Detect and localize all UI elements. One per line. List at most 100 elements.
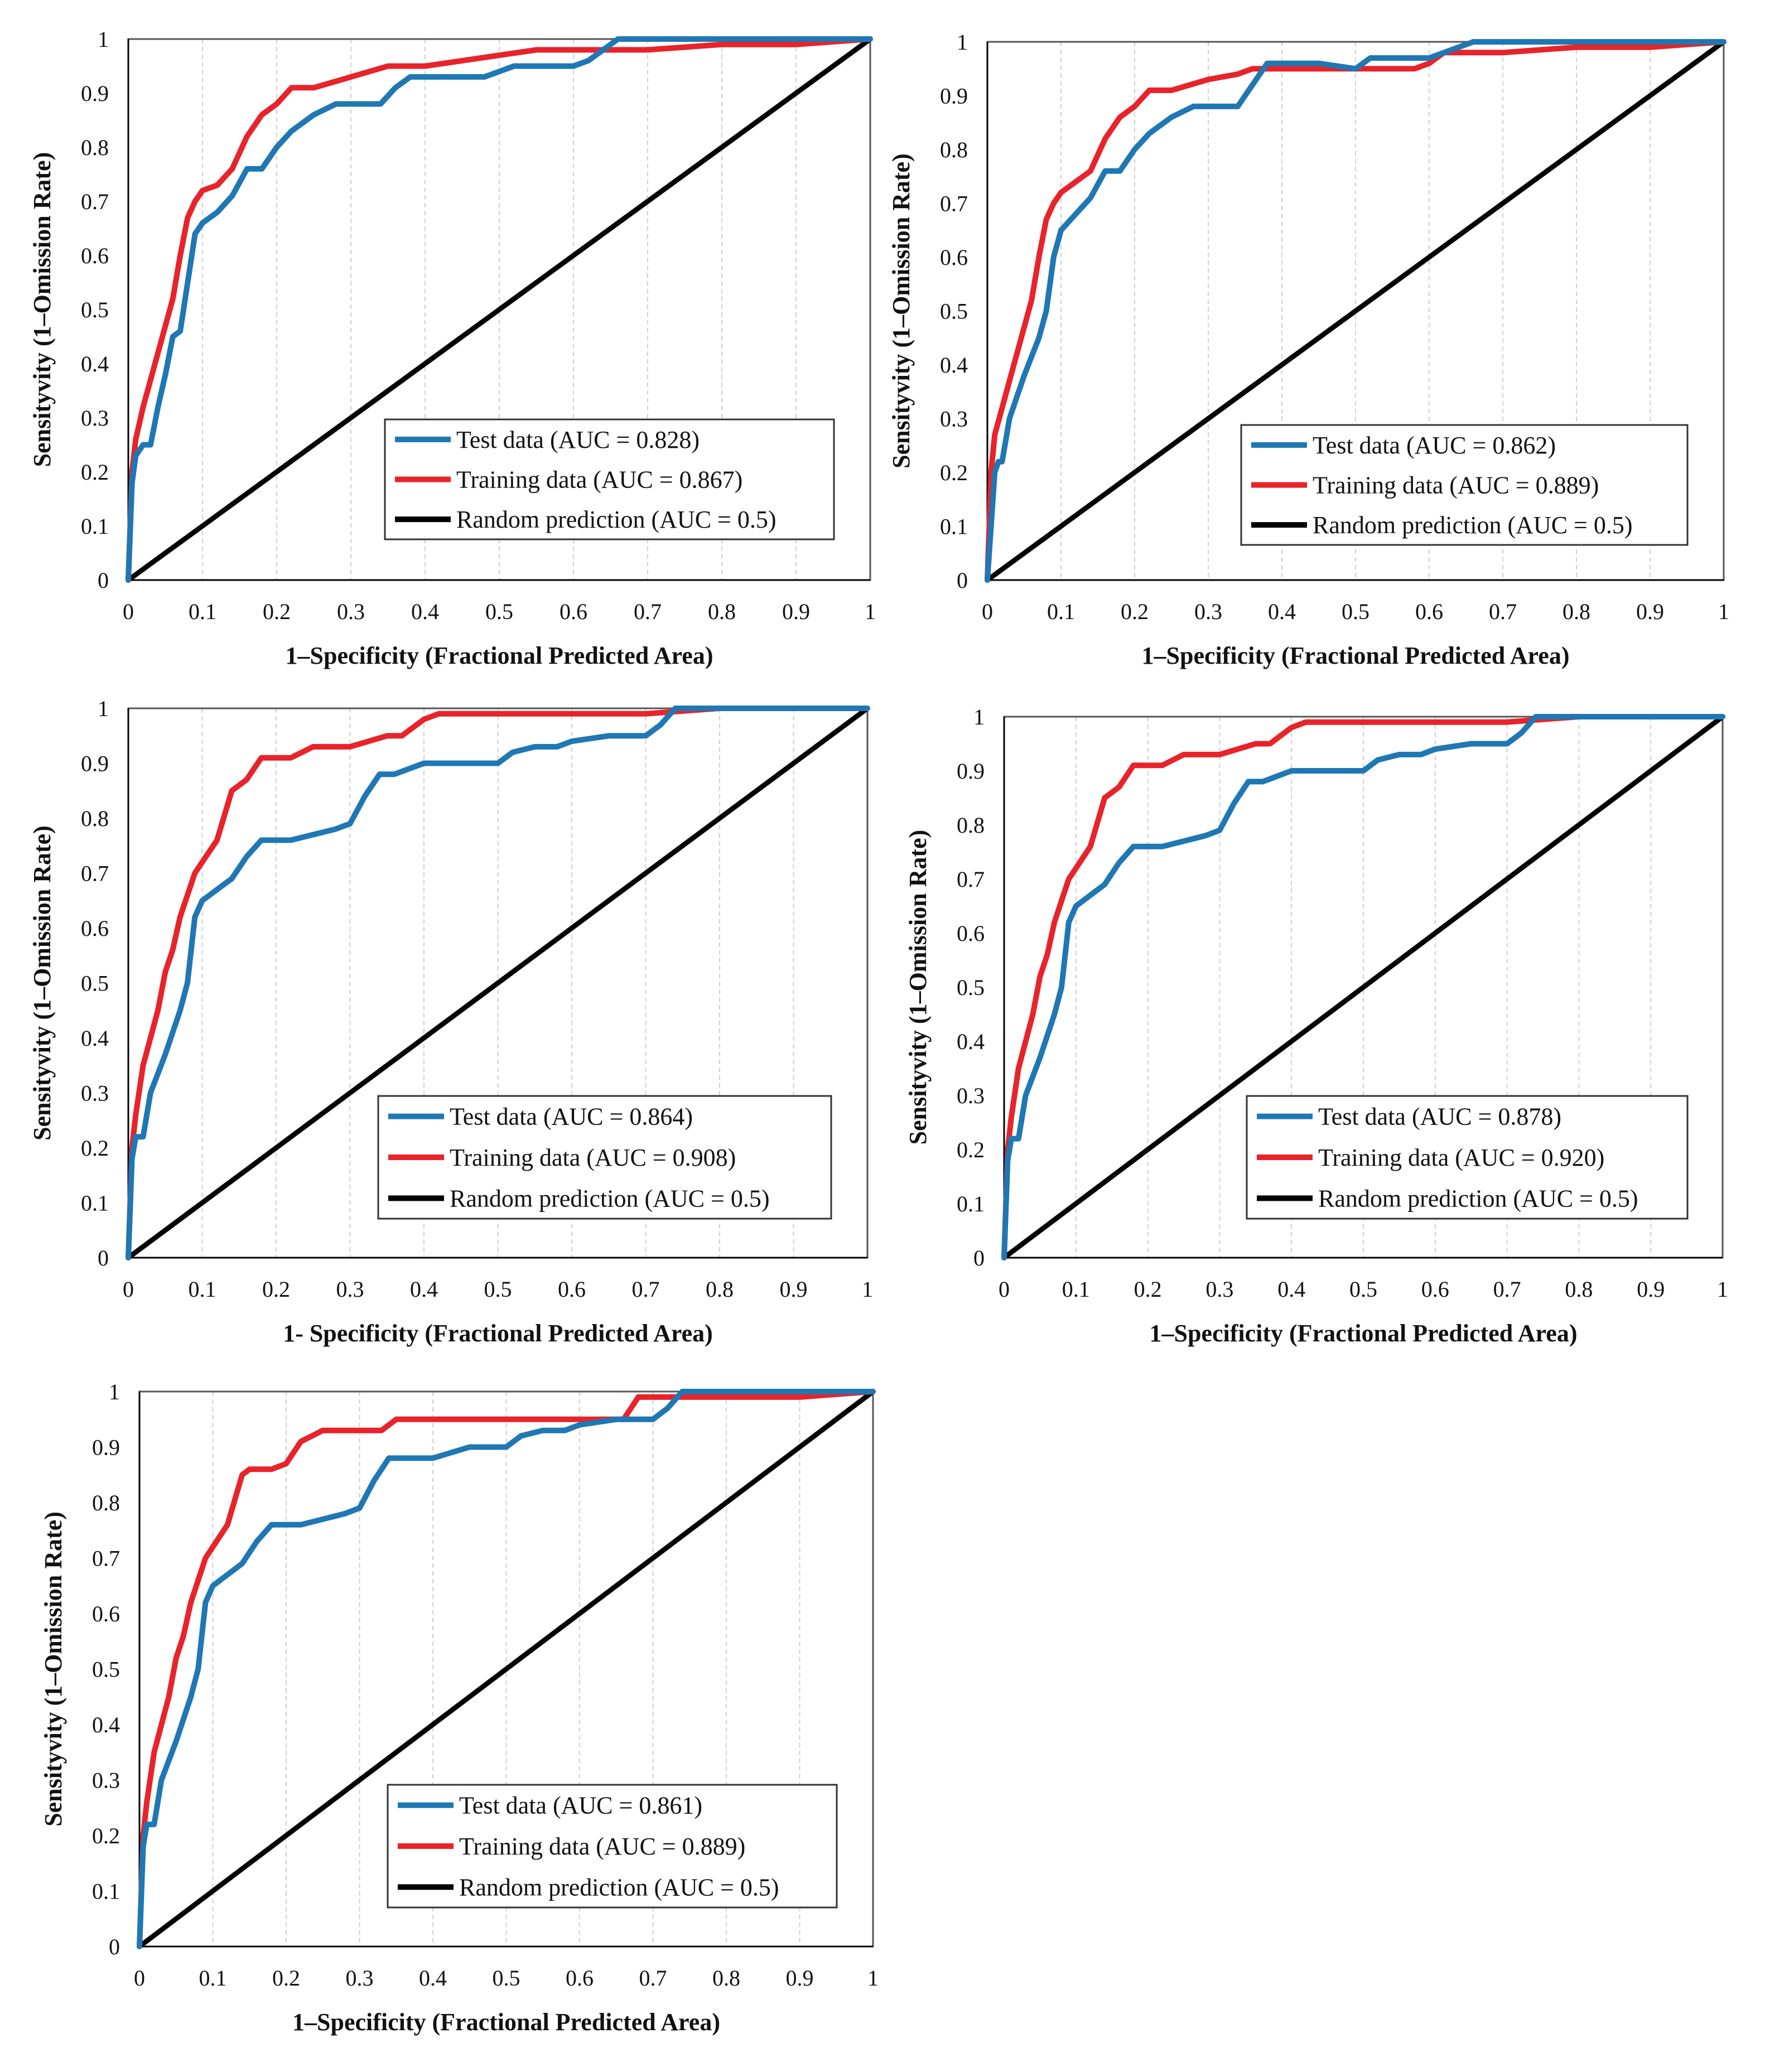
x-tick-label: 0.6 [1421, 1277, 1449, 1302]
x-tick-label: 0.8 [712, 1965, 740, 1991]
roc-chart-3: 0 0.1 0.2 0.3 0.4 0.5 0.6 0.7 0.8 0.9 1 0 0.1 0.2 0.3 0… [28, 696, 873, 1347]
roc-chart-1: 0 0.1 0.2 0.3 0.4 0.5 0.6 0.7 0.8 0.9 1 0 0.1 0.2 0.3 0… [28, 27, 876, 669]
x-tick-label: 0.1 [1047, 599, 1075, 624]
y-tick-label: 0 [973, 1245, 985, 1271]
y-tick-label: 0.7 [940, 191, 968, 216]
roc-chart-5: 0 0.1 0.2 0.3 0.4 0.5 0.6 0.7 0.8 0.9 1 0 0.1 0.2 0.3 0… [40, 1379, 879, 2036]
y-tick-label: 0.5 [81, 971, 109, 996]
legend: Test data (AUC = 0.862) Training data (AU… [1240, 424, 1689, 546]
x-tick-label: 0.8 [1563, 599, 1590, 624]
x-tick-label: 0.1 [189, 1277, 216, 1302]
random-prediction-line [1001, 714, 1725, 1260]
y-tick-label: 0 [98, 568, 109, 593]
y-tick-label: 0.4 [92, 1712, 120, 1737]
y-tick-label: 0.9 [81, 81, 109, 106]
y-tick-label: 0.4 [81, 1026, 109, 1051]
x-tick-label: 0.6 [558, 1277, 586, 1302]
x-tick-label: 0.2 [1121, 599, 1149, 624]
x-tick-label: 0 [999, 1277, 1010, 1302]
y-tick-label: 0.8 [92, 1490, 120, 1515]
y-tick-label: 0.6 [940, 245, 968, 270]
test-data-line [126, 706, 870, 1260]
x-tick-label: 0.1 [1062, 1277, 1090, 1302]
x-tick-label: 0.9 [780, 1277, 808, 1302]
y-tick-label: 0.2 [81, 460, 109, 485]
y-tick-label: 0.5 [81, 297, 109, 322]
y-tick-label: 0.6 [81, 243, 109, 268]
legend-label: Random prediction (AUC = 0.5) [459, 1873, 779, 1901]
random-prediction-line [126, 36, 873, 583]
y-tick-label: 0.7 [92, 1546, 120, 1571]
x-tick-label: 0.3 [1194, 599, 1222, 624]
y-tick-label: 0.6 [81, 916, 109, 941]
test-data-line [126, 36, 873, 583]
y-tick-label: 0.8 [81, 135, 109, 160]
y-tick-label: 0.1 [957, 1191, 985, 1216]
y-tick-label: 0.4 [81, 351, 109, 376]
y-tick-label: 0.4 [940, 352, 968, 378]
x-tick-label: 0.8 [1565, 1277, 1593, 1302]
test-data-line [985, 39, 1727, 583]
legend-label: Random prediction (AUC = 0.5) [456, 506, 777, 533]
training-data-line [1001, 714, 1725, 1260]
x-tick-label: 0.7 [632, 1277, 660, 1302]
x-axis-title: 1- Specificity (Fractional Predicted Are… [283, 1320, 713, 1347]
x-tick-label: 0.3 [336, 1277, 364, 1302]
x-tick-label: 0.6 [560, 599, 587, 624]
x-tick-label: 0.5 [1349, 1277, 1377, 1302]
legend-label: Training data (AUC = 0.920) [1318, 1144, 1604, 1171]
x-axis-title: 1–Specificity (Fractional Predicted Area… [1150, 1320, 1578, 1347]
y-tick-label: 1 [957, 30, 968, 55]
legend-label: Training data (AUC = 0.908) [450, 1144, 736, 1171]
legend-label: Test data (AUC = 0.828) [456, 426, 700, 453]
x-tick-label: 0.3 [337, 599, 365, 624]
test-data-line [137, 1389, 876, 1949]
y-tick-label: 0.9 [957, 759, 985, 784]
legend-label: Random prediction (AUC = 0.5) [450, 1185, 770, 1212]
y-tick-label: 1 [109, 1379, 120, 1404]
x-tick-label: 0.8 [706, 1277, 734, 1302]
y-axis-title: Sensityvity (1–Omission Rate) [28, 825, 56, 1141]
y-tick-label: 0.5 [957, 975, 985, 1000]
random-prediction-line [126, 706, 870, 1260]
x-tick-label: 0.7 [1489, 599, 1517, 624]
x-tick-label: 0 [134, 1965, 145, 1991]
x-tick-label: 0.9 [782, 599, 810, 624]
y-tick-label: 0.6 [957, 921, 985, 946]
training-data-line [126, 706, 870, 1260]
y-tick-label: 0.1 [940, 514, 968, 539]
legend-box [377, 1095, 832, 1220]
legend-label: Random prediction (AUC = 0.5) [1313, 511, 1633, 539]
y-tick-label: 0.9 [92, 1435, 120, 1460]
y-tick-label: 0.2 [92, 1823, 120, 1848]
y-axis-title: Sensityvity (1–Omission Rate) [40, 1511, 67, 1827]
x-tick-label: 0.7 [634, 599, 662, 624]
x-axis-title: 1–Specificity (Fractional Predicted Area… [286, 642, 713, 669]
x-axis-title: 1–Specificity (Fractional Predicted Area… [292, 2008, 720, 2036]
legend-label: Training data (AUC = 0.867) [456, 466, 742, 494]
x-axis-title: 1–Specificity (Fractional Predicted Area… [1142, 642, 1570, 669]
legend: Test data (AUC = 0.828) Training data (AU… [384, 418, 835, 540]
legend-label: Test data (AUC = 0.878) [1318, 1103, 1561, 1131]
legend-box [387, 1784, 838, 1909]
x-tick-label: 1 [862, 1277, 873, 1302]
training-data-line [126, 36, 873, 583]
y-tick-label: 0 [957, 568, 968, 593]
x-tick-label: 1 [1717, 1277, 1728, 1302]
y-tick-label: 0.7 [81, 189, 109, 214]
y-tick-label: 0.7 [81, 861, 109, 886]
legend-label: Test data (AUC = 0.861) [459, 1792, 702, 1819]
roc-chart-2: 0 0.1 0.2 0.3 0.4 0.5 0.6 0.7 0.8 0.9 1 0 0.1 0.2 0.3 0… [888, 30, 1729, 669]
y-tick-label: 0 [98, 1245, 109, 1271]
legend: Test data (AUC = 0.861) Training data (AU… [387, 1784, 838, 1909]
random-prediction-line [985, 39, 1727, 583]
x-tick-label: 0 [123, 599, 134, 624]
y-tick-label: 0.3 [92, 1768, 120, 1793]
x-tick-label: 0.7 [639, 1965, 667, 1991]
x-tick-label: 0.6 [566, 1965, 594, 1991]
y-tick-label: 0.9 [940, 84, 968, 109]
y-tick-label: 0.3 [940, 407, 968, 432]
y-tick-label: 0.1 [92, 1879, 120, 1904]
x-tick-label: 0.5 [493, 1965, 520, 1991]
x-tick-label: 1 [867, 1965, 879, 1991]
